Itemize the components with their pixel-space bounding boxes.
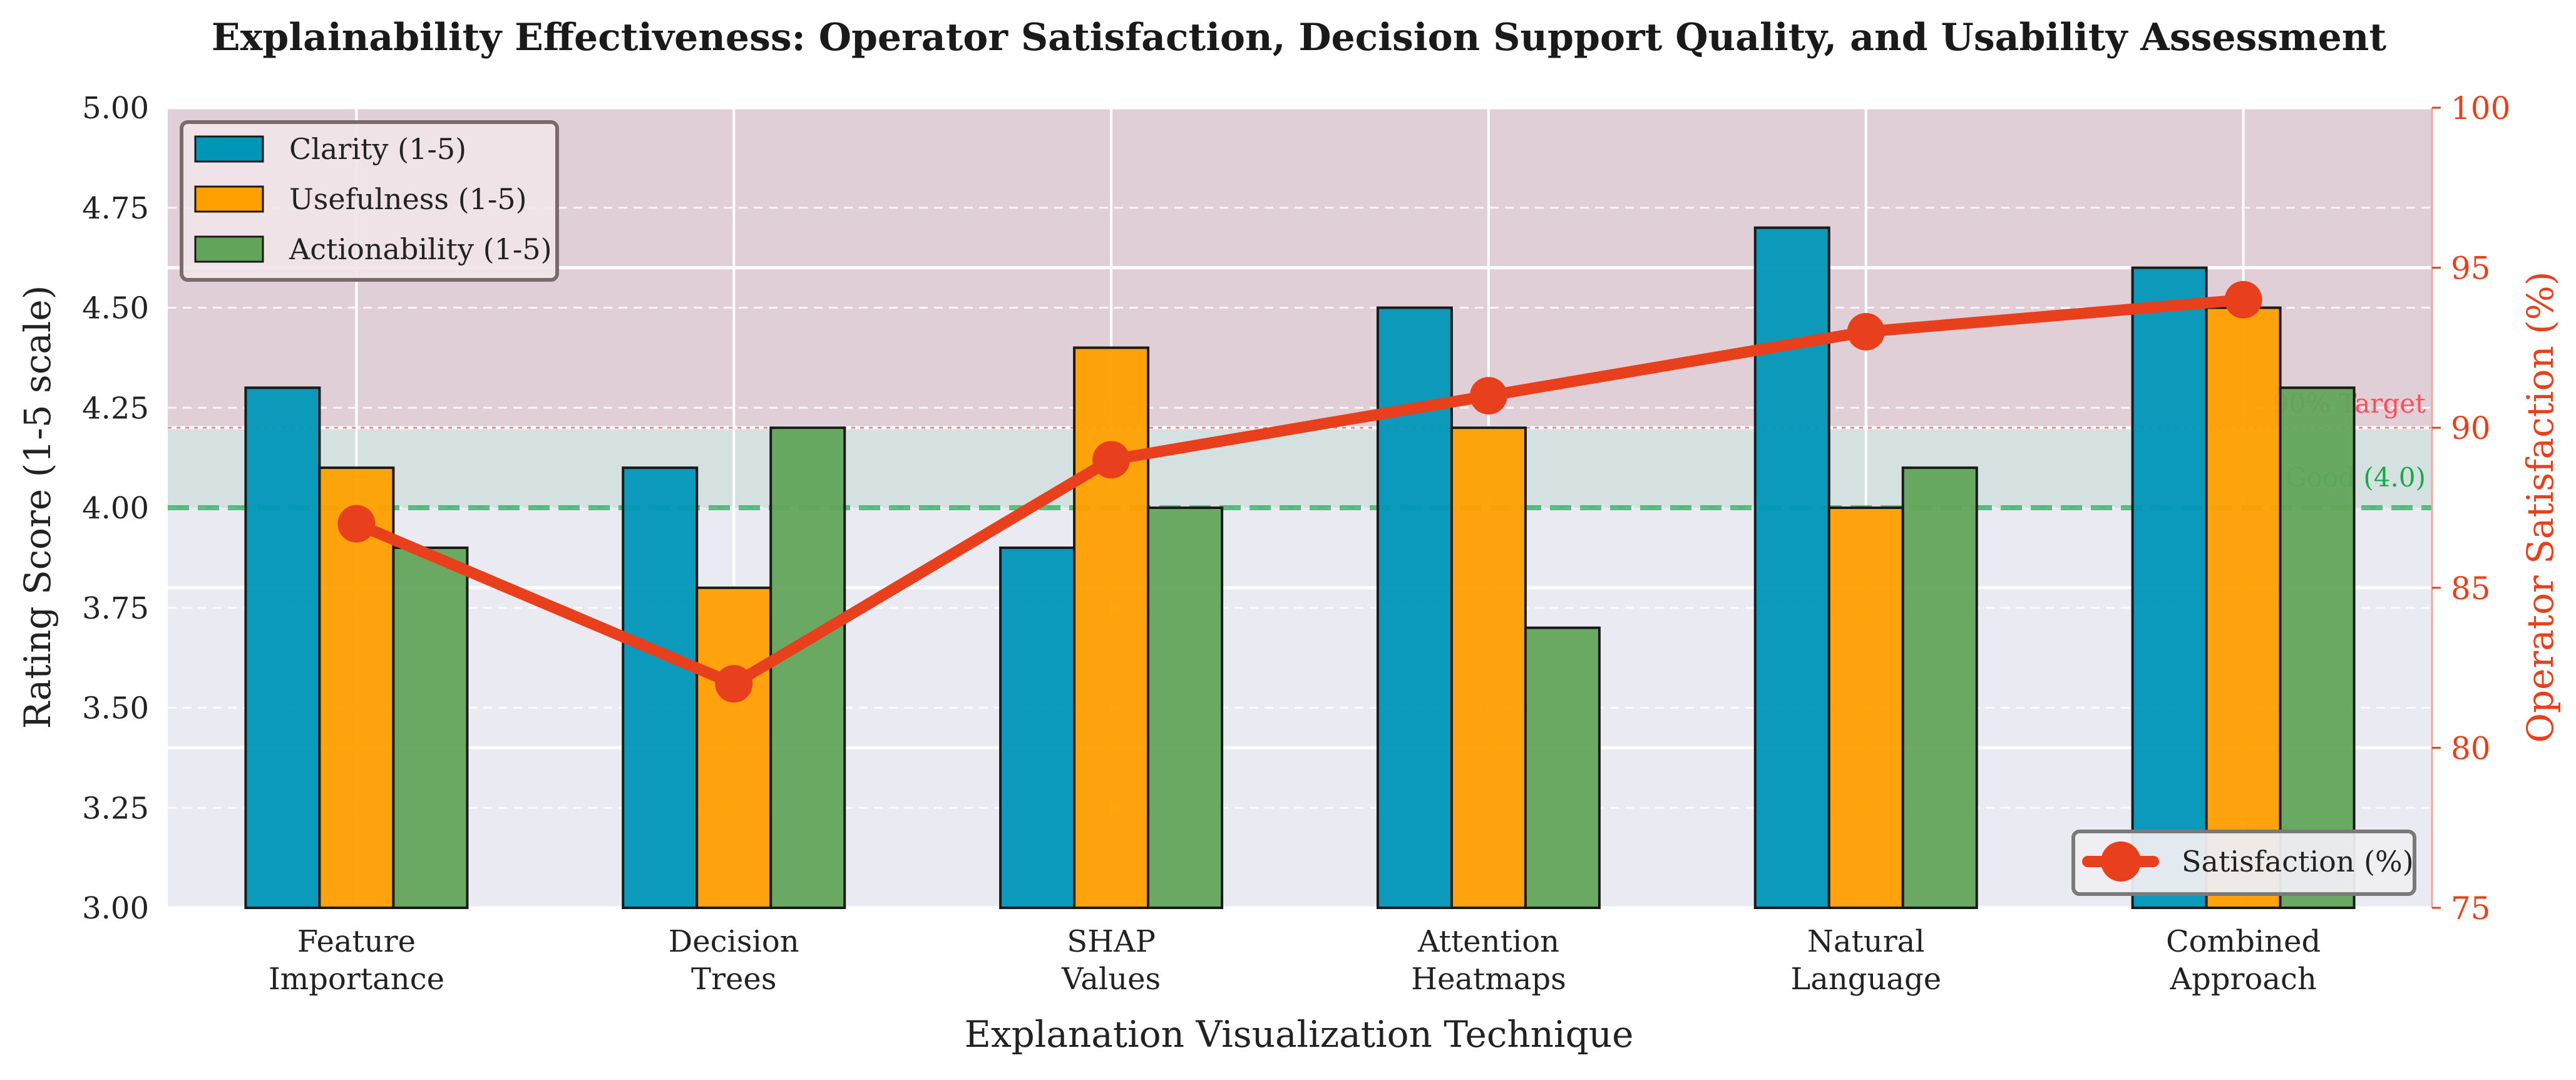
satisfaction-point — [1847, 312, 1885, 351]
bar-clarity — [622, 466, 699, 909]
y-tick-label: 3.50 — [82, 691, 149, 726]
legend-swatch — [194, 135, 264, 163]
x-axis-label: Explanation Visualization Technique — [965, 1013, 1634, 1056]
bar-usefulness — [1827, 507, 1904, 909]
x-tick-label: Decision — [669, 924, 799, 959]
legend-label: Actionability (1-5) — [289, 232, 552, 266]
bar-usefulness — [1450, 426, 1527, 909]
y-tick-label: 3.25 — [82, 791, 149, 826]
satisfaction-polyline — [351, 294, 2249, 690]
y2-tick-label: 95 — [2451, 250, 2491, 287]
y2-tick-label: 80 — [2451, 730, 2491, 766]
bar-clarity — [1376, 306, 1453, 909]
bar-actionability — [1524, 626, 1601, 909]
bar-actionability — [1901, 466, 1978, 909]
y-tick-label: 4.50 — [82, 291, 149, 326]
x-tick-label: Attention — [1417, 924, 1559, 959]
x-tick-label: Natural — [1807, 924, 1925, 959]
y-tick-label: 3.75 — [82, 591, 149, 626]
legend2-label: Satisfaction (%) — [2182, 845, 2414, 878]
bar-clarity — [1753, 226, 1830, 910]
bar-clarity — [244, 386, 321, 909]
x-tick-label: SHAP — [1067, 924, 1156, 959]
satisfaction-point — [2224, 280, 2262, 319]
legend2-box — [2071, 830, 2416, 896]
legend-swatch — [194, 235, 264, 263]
bar-clarity — [999, 546, 1076, 909]
x-tick-label: Feature — [297, 924, 416, 959]
satisfaction-point — [337, 505, 376, 543]
y-tick-label: 3.00 — [82, 891, 149, 926]
x-tick-label: Language — [1790, 962, 1941, 997]
y2-tick-label: 75 — [2451, 890, 2491, 927]
legend-label: Clarity (1-5) — [289, 132, 466, 166]
y-axis-label: Rating Score (1-5 scale) — [16, 285, 59, 729]
x-tick-label: Combined — [2166, 924, 2321, 959]
y2-axis-label: Operator Satisfaction (%) — [2519, 271, 2562, 743]
satisfaction-point — [1092, 441, 1131, 479]
x-tick-label: Importance — [269, 962, 444, 997]
bar-clarity — [2131, 266, 2208, 910]
bar-actionability — [1147, 507, 1224, 909]
y-tick-label: 4.25 — [82, 391, 149, 426]
y2-tick-label: 100 — [2451, 90, 2510, 126]
bar-usefulness — [695, 586, 772, 909]
y-tick-label: 4.00 — [82, 491, 149, 526]
bar-actionability — [769, 426, 846, 909]
x-tick-label: Trees — [691, 962, 776, 997]
bar-actionability — [2279, 386, 2356, 909]
legend-label: Usefulness (1-5) — [289, 182, 527, 216]
legend-swatch — [194, 185, 264, 213]
bar-usefulness — [1073, 346, 1150, 909]
satisfaction-point — [715, 665, 753, 703]
legend-box — [180, 120, 559, 282]
chart-title: Explainability Effectiveness: Operator S… — [212, 16, 2387, 59]
axes: 3.00 3.25 3.50 3.75 4.00 4.25 4.50 4.75 5.00 75 80… — [82, 90, 2510, 997]
legend-satisfaction: Satisfaction (%) — [2071, 830, 2416, 896]
satisfaction-point — [1469, 377, 1507, 415]
x-tick-label: Heatmaps — [1411, 962, 1566, 997]
x-tick-label: Values — [1061, 962, 1161, 997]
bars — [244, 226, 2356, 910]
y2-tick-label: 85 — [2451, 570, 2491, 607]
y-tick-label: 5.00 — [82, 91, 149, 126]
bar-actionability — [392, 546, 469, 909]
y-tick-label: 4.75 — [82, 191, 149, 226]
legend2-marker — [2101, 841, 2141, 882]
good-zone — [168, 428, 2432, 508]
x-tick-label: Approach — [2169, 962, 2316, 997]
legend: Clarity (1-5) Usefulness (1-5) Actionabili… — [180, 120, 559, 282]
satisfaction-line — [337, 280, 2262, 703]
bar-usefulness — [2205, 306, 2282, 909]
y2-tick-label: 90 — [2451, 410, 2491, 446]
